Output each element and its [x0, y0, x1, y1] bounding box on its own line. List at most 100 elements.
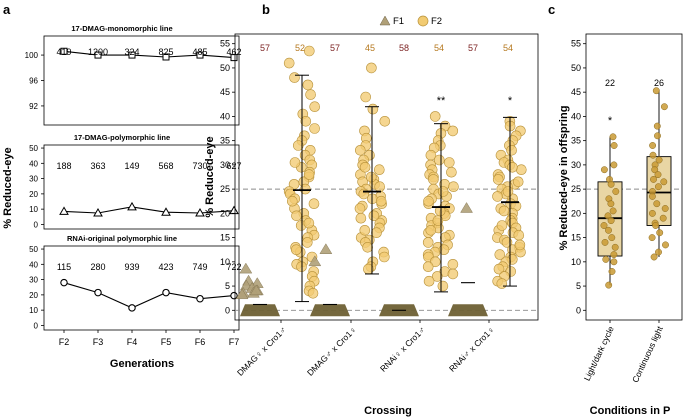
panel-c-x-axis-title: Conditions in P	[590, 405, 671, 417]
panel-b-f2-point-3-11	[515, 164, 527, 175]
panel-b-f1-count-1: 57	[330, 43, 340, 53]
panel-b-f2-point-3-19	[492, 191, 503, 202]
panel-b-f2-point-3-14	[492, 174, 504, 185]
panel-b: F1 F2 0 5 10 15 20 25 30 35 40 45 50 55 57 52 57 45 58 54…	[204, 15, 539, 417]
panel-b-f2-point-1-11	[373, 164, 385, 175]
panel-b-f2-point-1-1	[360, 91, 372, 103]
panel-b-f2-point-1-0	[366, 62, 377, 74]
panel-a-point-2-4	[196, 294, 204, 303]
panel-b-y-tick-label-3: 15	[220, 233, 230, 243]
panel-a-x-tick-label-0: F2	[59, 337, 70, 347]
panel-a-frame-1	[43, 35, 240, 126]
panel-b-y-axis: 0 5 10 15 20 25 30 35 40 45 50 55	[220, 39, 235, 315]
panel-b-f2-point-3-48	[502, 186, 514, 197]
panel-b-f2-point-2-13	[428, 174, 439, 185]
panel-b-f2-point-2-15	[448, 181, 459, 192]
panel-a-x-tick-label-5: F7	[229, 337, 240, 347]
panel-c-point-0-3	[600, 166, 608, 174]
panel-c-point-1-20	[652, 222, 660, 229]
panel-c-point-1-17	[648, 209, 656, 217]
panel-a-y-tick-label-1-1: 10	[29, 205, 38, 214]
panel-c-y-tick-label-0: 0	[576, 305, 581, 315]
panel-a-y-tick-label-2-0: 0	[34, 321, 39, 330]
panel-b-f1-point-0-9	[235, 288, 249, 300]
panel-a-subplot-title-1: 17-DMAG-monomorphic line	[71, 24, 172, 33]
panel-a-point-2-5	[230, 291, 238, 300]
panel-c-y-tick-label-2: 10	[571, 257, 581, 267]
panel-b-y-tick-label-11: 55	[220, 39, 230, 49]
panel-a-frame-2	[43, 144, 240, 230]
panel-b-plot-area	[235, 45, 538, 317]
panel-b-f2-point-1-25	[355, 212, 367, 224]
panel-a-y-tick-label-1-3: 30	[29, 175, 38, 184]
panel-c-point-1-24	[655, 248, 662, 256]
panel-b-f2-point-1-40	[365, 171, 377, 183]
panel-b-f2-count-3: 54	[503, 43, 513, 53]
panel-b-f1-zero-cluster-1	[310, 304, 350, 317]
panel-c-point-1-23	[662, 241, 669, 249]
panel-a-y-tick-label-2-1: 10	[29, 306, 38, 315]
panel-c-y-tick-label-6: 30	[571, 160, 581, 170]
panel-c-y-axis-title: % Reduced-eye in offspring	[558, 106, 570, 251]
panel-b-y-tick-label-1: 5	[225, 281, 230, 291]
panel-c-point-0-21	[605, 281, 613, 289]
panel-c: 0 5 10 15 20 25 30 35 40 45 50 55 22 * 26 Light/dark …	[558, 33, 683, 417]
panel-b-f2-point-3-41	[493, 263, 505, 275]
panel-c-point-1-15	[653, 200, 661, 208]
panel-c-y-axis: 0 5 10 15 20 25 30 35 40 45 50 55	[571, 39, 586, 315]
panel-b-f2-point-0-28	[291, 210, 302, 222]
panel-a-count-label-2-3: 423	[158, 262, 173, 272]
panel-a-x-tick-label-3: F5	[161, 337, 172, 347]
panel-b-f2-point-2-48	[437, 186, 449, 197]
panel-c-point-0-13	[605, 226, 612, 234]
panel-b-y-tick-label-0: 0	[225, 305, 230, 315]
panel-b-f2-count-0: 52	[295, 43, 305, 53]
panel-a-point-1-5	[229, 205, 239, 215]
panel-b-f2-point-2-49	[423, 195, 434, 207]
panel-b-y-tick-label-2: 10	[220, 257, 230, 267]
panel-b-x-axis-title: Crossing	[364, 405, 412, 417]
panel-c-point-1-14	[648, 192, 656, 200]
panel-c-point-1-4	[649, 142, 657, 149]
panel-b-f2-point-2-40	[422, 261, 434, 273]
panel-b-f2-point-1-44	[359, 225, 371, 236]
panel-letter-b: b	[262, 2, 270, 17]
panel-c-point-0-14	[608, 234, 616, 242]
panel-c-point-1-16	[661, 205, 669, 212]
panel-b-f2-point-0-5	[309, 101, 321, 112]
panel-c-point-0-20	[608, 268, 616, 275]
panel-a-x-ticks: F2 F3 F4 F5 F6 F7	[59, 330, 240, 347]
panel-c-point-0-16	[611, 243, 619, 251]
panel-b-legend: F1 F2	[379, 15, 442, 27]
panel-b-f1-zero-cluster-3	[448, 304, 488, 317]
panel-a-count-label-2-5: 722	[226, 262, 241, 272]
panel-b-f2-point-2-44	[423, 275, 435, 287]
panel-c-frame	[585, 33, 683, 321]
panel-b-significance-3: *	[508, 95, 513, 107]
panel-c-point-0-18	[602, 255, 610, 263]
panel-c-y-tick-label-11: 55	[571, 39, 581, 49]
panel-a-count-label-0-0: 419	[56, 47, 71, 57]
panel-b-f2-point-0-50	[303, 217, 315, 229]
panel-c-significance-0: *	[608, 115, 613, 127]
panel-a-count-label-2-2: 939	[124, 262, 139, 272]
panel-b-f2-point-2-2	[447, 125, 459, 137]
panel-b-f2-point-1-39	[359, 162, 371, 173]
panel-b-x-tick-label-0: DMAG♀ x Cro1♂	[235, 324, 288, 377]
panel-a-count-label-2-1: 280	[90, 262, 105, 272]
panel-b-f2-point-3-51	[513, 229, 525, 241]
panel-a-x-tick-label-4: F6	[195, 337, 206, 347]
panel-c-plot-area: 22 * 26	[586, 78, 682, 289]
panel-c-count-1: 26	[654, 78, 664, 88]
panel-c-point-1-3	[654, 132, 661, 140]
panel-a-point-1-4	[195, 207, 205, 217]
panel-a-point-0-3	[162, 53, 170, 61]
panel-c-point-0-15	[601, 238, 609, 246]
panel-c-point-1-25	[650, 253, 658, 261]
panel-b-f1-point-1-1	[319, 243, 333, 254]
panel-b-f2-point-3-6	[506, 145, 517, 156]
panel-c-count-0: 22	[605, 78, 615, 88]
panel-b-f2-point-3-46	[507, 162, 518, 173]
panel-c-y-tick-label-10: 50	[571, 63, 581, 73]
